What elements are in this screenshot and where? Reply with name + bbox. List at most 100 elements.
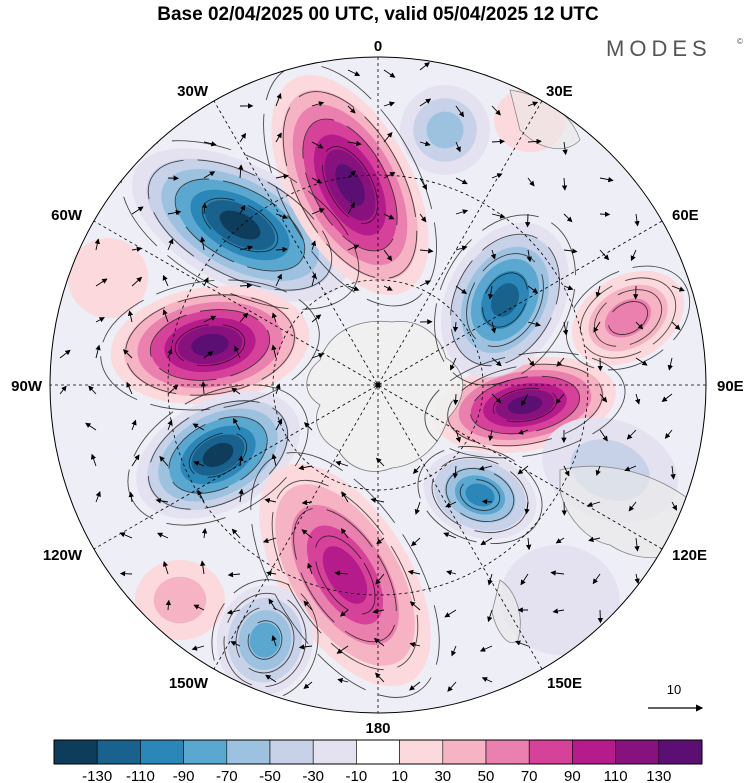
wind-vector xyxy=(413,465,421,474)
wind-vector xyxy=(271,312,277,323)
streamline xyxy=(579,277,677,359)
wind-vector xyxy=(491,105,501,116)
wind-vector xyxy=(527,357,535,367)
streamline xyxy=(302,118,398,252)
anomaly-contour xyxy=(335,164,365,206)
wind-vector xyxy=(491,213,506,219)
streamline xyxy=(593,289,663,347)
latitude-circle xyxy=(167,174,589,596)
wind-vector xyxy=(487,285,494,300)
wind-vector xyxy=(550,570,565,576)
streamline xyxy=(459,479,501,511)
colorbar-swatch xyxy=(183,739,228,765)
streamline xyxy=(235,606,295,674)
wind-vector xyxy=(595,285,601,298)
lon-label-180: 180 xyxy=(365,720,390,737)
anomaly-contour xyxy=(68,238,148,318)
wind-vector xyxy=(556,357,565,367)
wind-vector xyxy=(199,236,206,251)
wind-vector xyxy=(383,132,393,143)
meridian-line xyxy=(93,220,663,550)
wind-vector xyxy=(517,465,529,475)
streamline xyxy=(417,445,543,545)
wind-vector xyxy=(119,532,133,539)
wind-vector xyxy=(85,422,97,431)
wind-vector xyxy=(491,357,502,367)
reference-vector: 10 xyxy=(648,682,704,712)
colorbar-tick-label: 70 xyxy=(521,768,538,783)
wind-vector xyxy=(455,285,468,295)
wind-vector xyxy=(488,429,494,442)
wind-vector xyxy=(628,501,637,512)
wind-vector xyxy=(563,248,578,254)
wind-vector xyxy=(524,213,531,228)
wind-vector xyxy=(410,537,421,547)
wind-vector xyxy=(526,249,532,263)
wind-vector xyxy=(95,317,105,323)
streamline xyxy=(188,432,248,478)
anomaly-contour xyxy=(322,546,368,604)
anomaly-contour xyxy=(202,442,234,468)
wind-vector xyxy=(301,529,313,539)
wind-vector xyxy=(419,62,430,71)
wind-vector xyxy=(239,312,249,323)
wind-vector xyxy=(419,248,434,254)
streamline xyxy=(450,233,560,367)
colorbar-tick-label: 90 xyxy=(564,768,581,783)
lon-label-30w: 30W xyxy=(177,83,209,100)
wind-vector xyxy=(599,429,608,442)
wind-vector xyxy=(127,310,134,323)
wind-vector xyxy=(527,321,541,327)
wind-vector xyxy=(347,105,356,114)
wind-vector xyxy=(562,141,568,156)
streamline xyxy=(314,535,376,615)
wind-vector xyxy=(203,315,217,323)
wind-vector xyxy=(271,635,277,647)
colorbar: -130 -110 -90 -70 -50 -30 -10 10 30 50 70 90 110 130 xyxy=(53,739,703,783)
anomaly-contour xyxy=(153,576,207,624)
wind-vector xyxy=(339,609,349,617)
wind-vector xyxy=(671,501,678,511)
wind-vector xyxy=(670,465,676,480)
wind-vector xyxy=(311,141,324,149)
wind-vector xyxy=(264,497,277,504)
wind-vector xyxy=(310,240,317,251)
wind-vector xyxy=(407,569,421,576)
wind-vector xyxy=(419,213,427,223)
wind-vector xyxy=(562,321,569,336)
wind-vector xyxy=(162,560,169,575)
wind-vector xyxy=(525,537,532,551)
wind-vector xyxy=(419,98,432,107)
wind-vector xyxy=(592,573,601,585)
wind-vector xyxy=(192,423,205,431)
wind-vector xyxy=(230,641,241,647)
wind-vector xyxy=(527,285,539,294)
streamline xyxy=(469,375,581,435)
longitude-labels: 0 30E 60E 90E 120E 150E 180 150W 120W 90… xyxy=(11,38,744,737)
wind-vector xyxy=(311,352,325,359)
wind-vector xyxy=(552,608,565,614)
colorbar-swatch xyxy=(399,739,444,765)
streamline xyxy=(482,272,528,328)
wind-vector xyxy=(444,609,457,618)
wind-vector xyxy=(555,393,565,404)
wind-vector xyxy=(262,537,277,544)
wind-vector xyxy=(200,381,207,395)
wind-vector xyxy=(95,491,101,503)
wind-vector xyxy=(455,105,465,118)
wind-vector xyxy=(593,321,601,333)
wind-vector xyxy=(383,172,396,179)
meridian-line xyxy=(213,100,543,670)
wind-vector xyxy=(167,419,173,431)
colorbar-tick-label: 10 xyxy=(391,768,408,783)
wind-vector xyxy=(599,211,611,217)
wind-vector xyxy=(203,141,217,147)
south-pole-marker xyxy=(375,382,381,388)
streamline xyxy=(607,301,649,335)
wind-vector xyxy=(375,573,385,585)
wind-vector xyxy=(59,349,71,359)
colorbar-tick-labels: -130 -110 -90 -70 -50 -30 -10 10 30 50 70 90 110 130 xyxy=(82,768,671,783)
wind-vector xyxy=(634,213,640,227)
graticule xyxy=(50,57,706,713)
lon-label-60w: 60W xyxy=(51,207,83,224)
